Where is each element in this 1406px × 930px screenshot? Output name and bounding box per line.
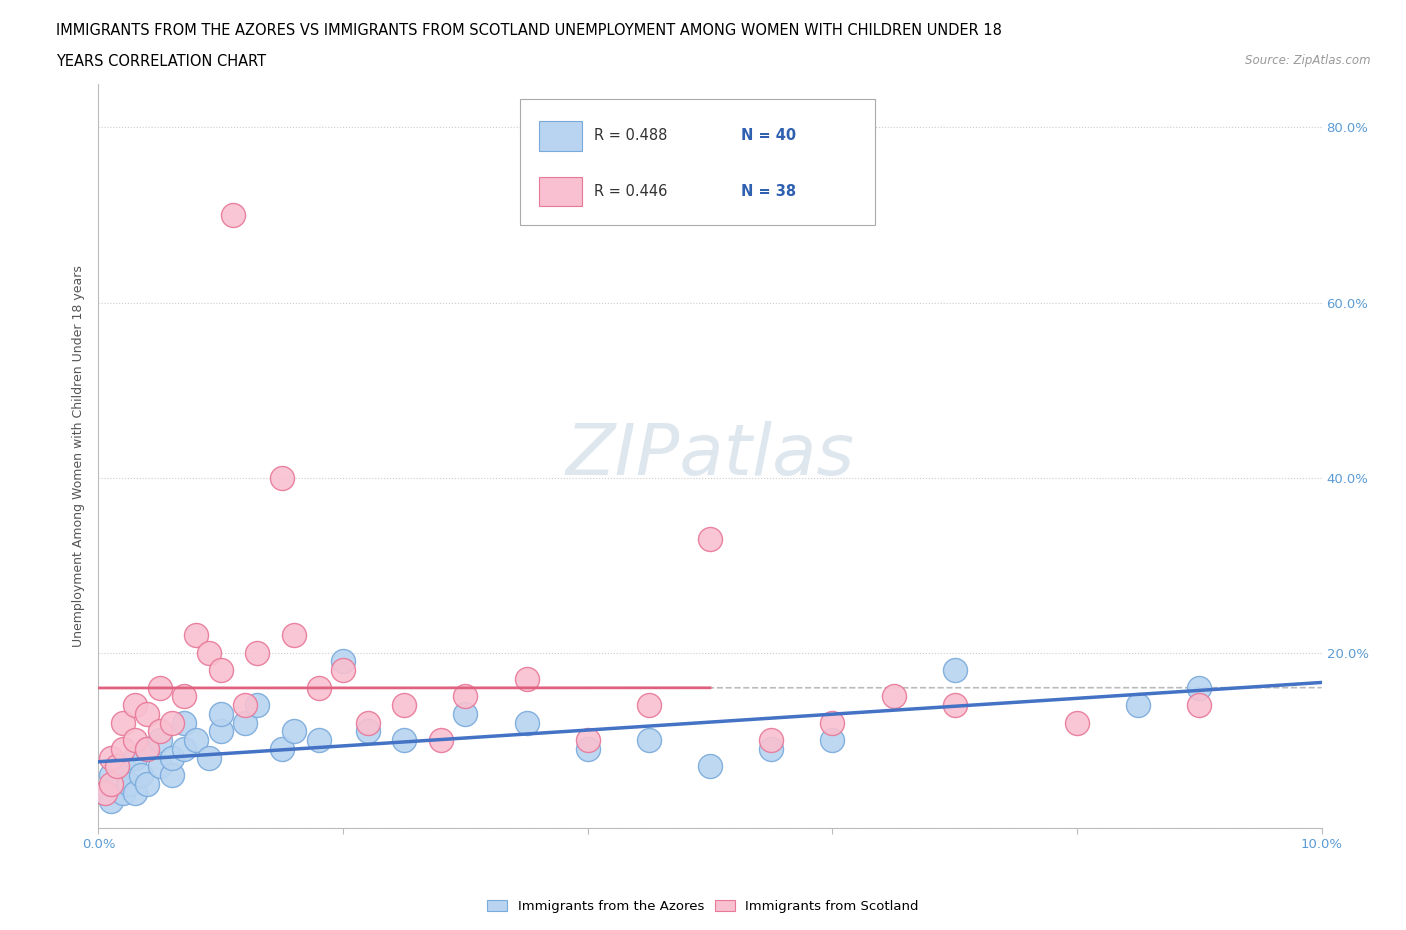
Point bbox=[149, 724, 172, 738]
Y-axis label: Unemployment Among Women with Children Under 18 years: Unemployment Among Women with Children U… bbox=[72, 265, 86, 646]
Point bbox=[1188, 698, 1211, 712]
Point bbox=[308, 733, 330, 748]
Point bbox=[516, 715, 538, 730]
Point bbox=[136, 777, 159, 791]
Point bbox=[129, 768, 152, 783]
Point bbox=[883, 689, 905, 704]
Point bbox=[100, 777, 122, 791]
Point bbox=[356, 724, 378, 738]
Text: N = 38: N = 38 bbox=[741, 184, 796, 199]
Point bbox=[759, 741, 782, 756]
Point bbox=[209, 663, 232, 678]
Point bbox=[100, 751, 122, 765]
Text: N = 40: N = 40 bbox=[741, 128, 796, 143]
Point bbox=[1128, 698, 1150, 712]
Point bbox=[111, 715, 134, 730]
Point bbox=[943, 698, 966, 712]
Point bbox=[246, 698, 269, 712]
Bar bbox=[538, 177, 582, 206]
Point bbox=[197, 645, 219, 660]
Point bbox=[111, 759, 134, 774]
Text: ZIPatlas: ZIPatlas bbox=[565, 421, 855, 490]
Point bbox=[246, 645, 269, 660]
Point bbox=[943, 663, 966, 678]
Point bbox=[430, 733, 453, 748]
Point bbox=[332, 663, 354, 678]
Point bbox=[209, 707, 232, 722]
Point bbox=[233, 715, 256, 730]
Point bbox=[308, 680, 330, 695]
Point bbox=[173, 715, 195, 730]
Point bbox=[454, 689, 477, 704]
Point bbox=[93, 785, 115, 800]
Point bbox=[149, 680, 172, 695]
Point bbox=[454, 707, 477, 722]
Point bbox=[186, 628, 208, 643]
Point bbox=[356, 715, 378, 730]
Point bbox=[173, 689, 195, 704]
Point bbox=[392, 698, 416, 712]
Point bbox=[637, 698, 661, 712]
Point bbox=[233, 698, 256, 712]
Text: Source: ZipAtlas.com: Source: ZipAtlas.com bbox=[1246, 54, 1371, 67]
Point bbox=[124, 733, 146, 748]
Point bbox=[392, 733, 416, 748]
Point bbox=[93, 785, 115, 800]
Point bbox=[699, 759, 721, 774]
Point bbox=[637, 733, 661, 748]
Point bbox=[516, 671, 538, 686]
Point bbox=[283, 724, 305, 738]
Legend: Immigrants from the Azores, Immigrants from Scotland: Immigrants from the Azores, Immigrants f… bbox=[482, 896, 924, 919]
Point bbox=[1188, 680, 1211, 695]
Point bbox=[197, 751, 219, 765]
Point bbox=[124, 751, 146, 765]
Point bbox=[270, 471, 292, 485]
Point bbox=[222, 207, 245, 222]
Point bbox=[821, 715, 844, 730]
Text: YEARS CORRELATION CHART: YEARS CORRELATION CHART bbox=[56, 54, 266, 69]
Point bbox=[136, 707, 159, 722]
Text: IMMIGRANTS FROM THE AZORES VS IMMIGRANTS FROM SCOTLAND UNEMPLOYMENT AMONG WOMEN : IMMIGRANTS FROM THE AZORES VS IMMIGRANTS… bbox=[56, 23, 1002, 38]
Point bbox=[283, 628, 305, 643]
Point bbox=[105, 759, 128, 774]
Point bbox=[100, 794, 122, 809]
Point bbox=[576, 733, 599, 748]
Point bbox=[124, 785, 146, 800]
Point bbox=[149, 759, 172, 774]
Bar bbox=[538, 121, 582, 151]
Point bbox=[111, 741, 134, 756]
Point bbox=[160, 768, 183, 783]
Point bbox=[160, 715, 183, 730]
Point bbox=[118, 777, 141, 791]
Point bbox=[1066, 715, 1088, 730]
Point bbox=[759, 733, 782, 748]
Point bbox=[100, 768, 122, 783]
Point bbox=[576, 741, 599, 756]
Point bbox=[136, 741, 159, 756]
Text: R = 0.446: R = 0.446 bbox=[593, 184, 668, 199]
Point bbox=[149, 733, 172, 748]
Point bbox=[124, 698, 146, 712]
FancyBboxPatch shape bbox=[520, 99, 875, 225]
Point bbox=[136, 741, 159, 756]
Point bbox=[209, 724, 232, 738]
Point bbox=[332, 654, 354, 669]
Point bbox=[270, 741, 292, 756]
Text: R = 0.488: R = 0.488 bbox=[593, 128, 668, 143]
Point bbox=[186, 733, 208, 748]
Point bbox=[111, 785, 134, 800]
Point bbox=[821, 733, 844, 748]
Point bbox=[105, 777, 128, 791]
Point bbox=[160, 751, 183, 765]
Point bbox=[699, 531, 721, 546]
Point bbox=[173, 741, 195, 756]
